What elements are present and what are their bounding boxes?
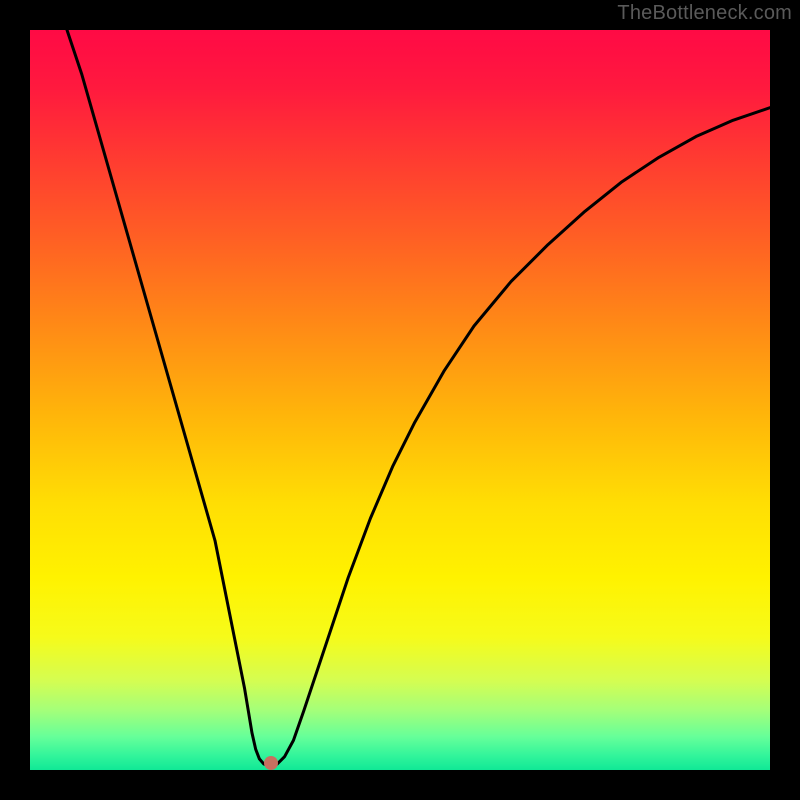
minimum-marker-dot [264,756,278,770]
gradient-background [30,30,770,770]
plot-svg [30,30,770,770]
watermark-text: TheBottleneck.com [617,2,792,25]
plot-frame [30,30,770,770]
